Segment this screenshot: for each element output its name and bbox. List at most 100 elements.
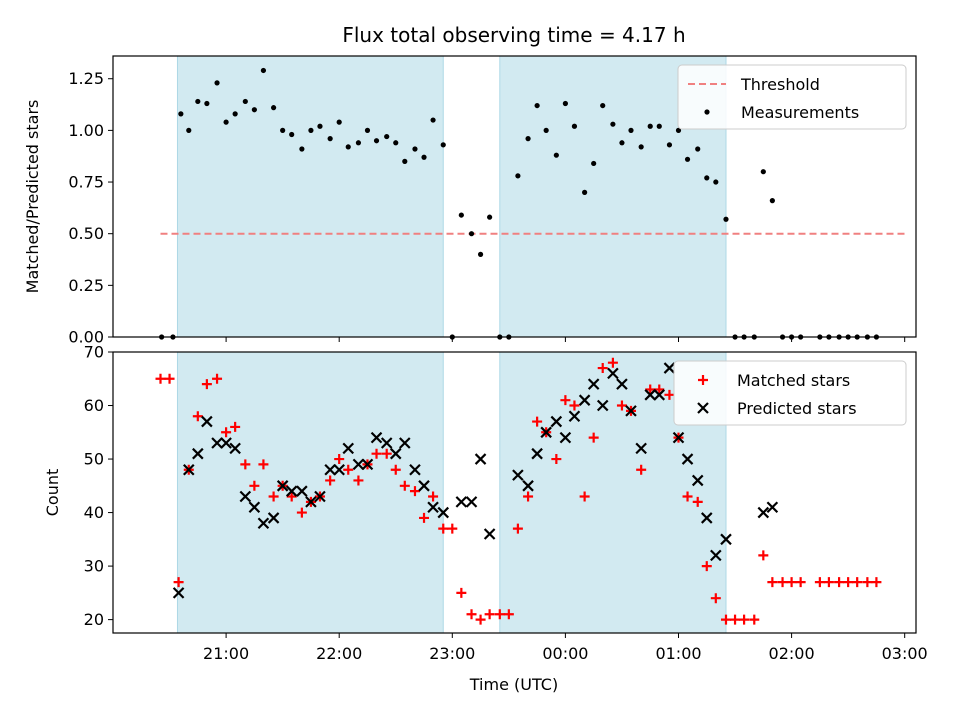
data-point bbox=[700, 512, 713, 524]
data-point bbox=[314, 490, 326, 503]
data-point bbox=[550, 415, 563, 428]
data-point bbox=[399, 480, 410, 491]
data-point bbox=[862, 577, 873, 588]
data-point bbox=[240, 459, 251, 470]
data-point bbox=[220, 437, 232, 449]
data-point bbox=[409, 463, 421, 476]
data-point bbox=[257, 517, 270, 530]
data-point bbox=[786, 577, 797, 588]
data-point bbox=[647, 123, 653, 129]
data-point bbox=[242, 98, 248, 105]
data-point bbox=[438, 523, 449, 534]
data-point bbox=[201, 379, 212, 390]
data-point bbox=[531, 447, 543, 460]
data-point bbox=[852, 577, 863, 588]
data-point bbox=[333, 463, 345, 476]
x-tick-label: 03:00 bbox=[882, 644, 928, 663]
data-point bbox=[412, 146, 418, 152]
data-point bbox=[692, 496, 703, 507]
x-tick-label: 23:00 bbox=[429, 644, 475, 663]
axes-frame bbox=[112, 55, 917, 338]
data-point bbox=[345, 144, 351, 150]
data-point bbox=[399, 437, 411, 449]
data-point bbox=[769, 198, 775, 204]
data-point bbox=[871, 577, 882, 588]
data-point bbox=[155, 373, 166, 384]
data-point bbox=[409, 486, 420, 497]
data-point bbox=[644, 389, 656, 401]
data-point bbox=[285, 485, 298, 497]
data-point bbox=[619, 140, 625, 146]
data-point bbox=[823, 577, 834, 588]
data-point bbox=[522, 480, 534, 492]
data-point bbox=[390, 464, 401, 475]
data-point bbox=[212, 373, 223, 384]
data-point bbox=[582, 189, 588, 195]
data-point bbox=[487, 214, 493, 220]
data-point bbox=[221, 427, 232, 438]
data-point bbox=[691, 474, 704, 487]
data-point bbox=[421, 154, 427, 160]
data-point bbox=[730, 614, 741, 625]
data-point bbox=[201, 415, 213, 428]
x-tick-label: 21:00 bbox=[203, 644, 249, 663]
data-point bbox=[419, 512, 430, 523]
data-point bbox=[758, 550, 769, 561]
data-point bbox=[757, 506, 770, 519]
data-point bbox=[512, 469, 524, 481]
y-axis-label: Count bbox=[43, 469, 62, 517]
legend-label: Threshold bbox=[740, 75, 820, 94]
data-point bbox=[616, 378, 628, 390]
legend-label: Matched stars bbox=[737, 371, 850, 390]
legend-marker bbox=[697, 402, 709, 414]
data-point bbox=[695, 146, 701, 152]
data-point bbox=[172, 587, 185, 599]
data-point bbox=[296, 507, 307, 518]
data-point bbox=[380, 437, 393, 449]
data-point bbox=[271, 105, 277, 111]
data-point bbox=[192, 411, 203, 422]
data-point bbox=[455, 496, 468, 508]
data-point bbox=[777, 577, 788, 588]
data-point bbox=[324, 463, 336, 476]
data-point bbox=[663, 362, 676, 374]
data-point bbox=[373, 138, 380, 144]
data-point bbox=[579, 491, 590, 502]
y-tick-label: 1.25 bbox=[68, 69, 104, 88]
legend-box bbox=[673, 360, 907, 426]
data-point bbox=[494, 609, 505, 620]
data-point bbox=[327, 136, 333, 142]
data-point bbox=[280, 127, 286, 133]
data-point bbox=[653, 389, 666, 401]
data-point bbox=[656, 123, 662, 129]
data-point bbox=[334, 454, 345, 465]
data-point bbox=[610, 121, 616, 127]
y-tick-label: 50 bbox=[84, 450, 104, 469]
data-point bbox=[384, 133, 390, 140]
data-point bbox=[289, 131, 295, 138]
data-point bbox=[597, 363, 608, 374]
x-tick-label: 22:00 bbox=[316, 644, 362, 663]
data-point bbox=[389, 447, 402, 460]
data-point bbox=[749, 614, 760, 625]
data-point bbox=[553, 152, 559, 158]
data-point bbox=[540, 426, 552, 439]
data-point bbox=[466, 609, 477, 620]
data-point bbox=[229, 442, 241, 455]
data-point bbox=[477, 251, 484, 257]
data-point bbox=[515, 173, 521, 179]
shaded-interval bbox=[176, 351, 444, 634]
data-point bbox=[767, 577, 778, 588]
data-point bbox=[204, 100, 210, 107]
y-tick-label: 0.50 bbox=[68, 224, 104, 243]
data-point bbox=[371, 448, 382, 459]
legend-marker bbox=[698, 375, 708, 385]
data-point bbox=[559, 431, 572, 444]
data-point bbox=[223, 119, 229, 125]
data-point bbox=[635, 442, 647, 455]
data-point bbox=[465, 496, 478, 508]
data-point bbox=[214, 80, 220, 86]
data-point bbox=[587, 378, 600, 390]
data-point bbox=[239, 490, 252, 503]
data-point bbox=[393, 140, 399, 146]
